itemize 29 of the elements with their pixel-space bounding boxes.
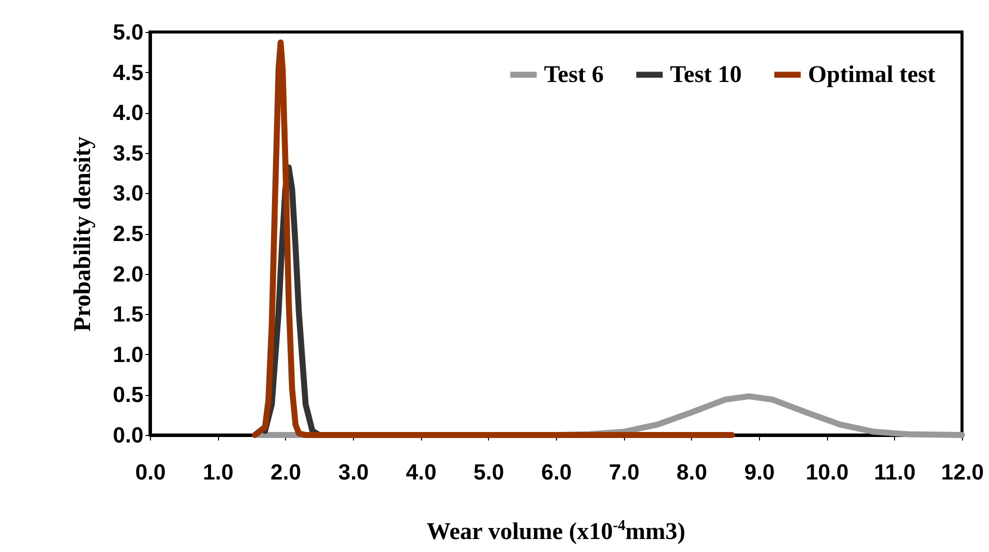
x-tick-label: 7.0	[608, 460, 640, 484]
y-tick-label: 1.0	[112, 342, 144, 367]
y-tick-label: 5.0	[112, 20, 144, 44]
x-tick-label: 12.0	[941, 460, 984, 484]
x-tick-label: 8.0	[676, 460, 708, 484]
y-tick-label: 3.0	[112, 180, 144, 206]
y-tick-label: 4.0	[112, 100, 144, 126]
y-tick-label: 0.0	[112, 422, 144, 448]
legend-label: Optimal test	[808, 62, 936, 88]
y-tick-label: 4.5	[112, 60, 144, 85]
x-tick-label: 10.0	[806, 460, 849, 484]
x-tick-label: 5.0	[474, 460, 504, 484]
x-tick-label: 0.0	[135, 460, 166, 484]
x-tick-label: 9.0	[744, 460, 775, 484]
y-tick-label: 2.0	[112, 261, 144, 286]
x-tick-label: 2.0	[270, 460, 302, 484]
y-tick-label: 0.5	[112, 382, 144, 408]
x-tick-label: 4.0	[406, 460, 436, 484]
y-axis-title: Probability density	[70, 136, 96, 332]
legend-label: Test 10	[670, 62, 742, 88]
y-tick-label: 1.5	[112, 302, 144, 327]
y-tick-label: 2.5	[112, 221, 144, 246]
x-tick-label: 11.0	[874, 460, 916, 484]
x-tick-label: 3.0	[338, 460, 369, 484]
y-tick-label: 3.5	[112, 140, 144, 166]
x-axis-title: Wear volume (x10$^{-4}$mm3)	[426, 518, 686, 546]
x-tick-label: 1.0	[202, 460, 234, 484]
legend-label: Test 6	[544, 62, 604, 88]
x-tick-label: 6.0	[541, 460, 572, 484]
